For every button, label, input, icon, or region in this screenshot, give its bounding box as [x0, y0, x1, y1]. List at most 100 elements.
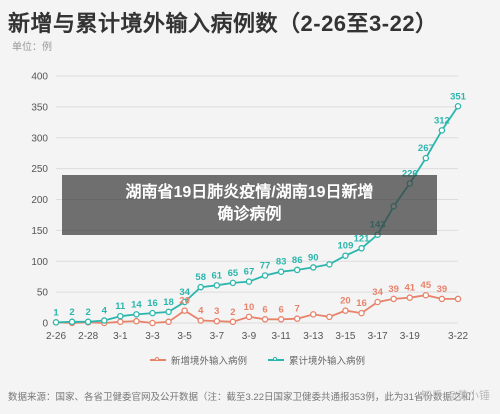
data-label: 41: [404, 283, 415, 294]
watermark: 知乎 @黄小锤: [420, 390, 490, 402]
legend-swatch-new: [150, 357, 166, 361]
data-point: [390, 295, 397, 303]
data-label: 58: [195, 272, 206, 283]
data-label: 267: [418, 143, 434, 154]
data-point: [358, 309, 365, 317]
data-label: 90: [308, 252, 319, 263]
data-point: [438, 127, 446, 134]
data-point: [422, 291, 430, 299]
overlay-banner: 湖南省19日肺炎疫情/湖南19日新增 确诊病例: [62, 175, 437, 235]
data-point: [245, 313, 253, 321]
data-label: 61: [212, 270, 223, 281]
data-point: [438, 295, 446, 303]
legend-label-cumulative: 累计境外输入病例: [289, 356, 366, 367]
data-point: [245, 278, 253, 285]
y-tick-label: 400: [31, 72, 48, 83]
data-label: 34: [372, 287, 383, 298]
banner-line-2: 确诊病例: [217, 206, 282, 223]
chart-title: 新增与累计境外输入病例数（2-26至3-22）: [8, 11, 438, 36]
x-tick-label: 3-9: [242, 331, 257, 342]
data-point: [197, 283, 204, 291]
data-label: 77: [260, 260, 271, 271]
source-note: 数据来源：国家、各省卫健委官网及公开数据（注：截至3.22日国家卫健委共通报35…: [8, 392, 481, 403]
data-label: 18: [163, 297, 174, 308]
x-tick-label: 3-3: [145, 331, 160, 342]
data-label: 7: [295, 304, 300, 315]
data-point: [310, 264, 317, 271]
data-label: 16: [147, 298, 158, 309]
data-point: [133, 311, 140, 318]
data-point: [84, 318, 92, 326]
data-point: [261, 272, 269, 279]
data-point: [165, 318, 172, 326]
data-point: [100, 317, 108, 324]
data-label: 16: [356, 298, 367, 309]
data-label: 6: [278, 304, 283, 315]
data-point: [342, 307, 349, 314]
data-label: 312: [434, 115, 450, 126]
x-tick-label: 3-11: [271, 331, 291, 342]
x-tick-label: 3-7: [210, 331, 225, 342]
x-axis: 2-26 2-28 3-1 3-3 3-5 3-7 3-9 3-11 3-13 3-15 3-17 3…: [46, 331, 468, 342]
data-label: 121: [354, 233, 371, 244]
data-label: 20: [179, 296, 190, 307]
y-axis: 0 50 100 150 200 250 300 350 400: [31, 72, 48, 330]
x-tick-label: 2-28: [78, 331, 98, 342]
data-point: [181, 307, 188, 314]
data-label: 20: [340, 296, 351, 307]
data-point: [68, 318, 76, 326]
data-point: [261, 316, 269, 323]
data-label: 86: [292, 255, 303, 266]
y-tick-label: 50: [37, 288, 49, 299]
data-point: [326, 261, 333, 268]
x-tick-label: 3-17: [368, 331, 388, 342]
y-tick-label: 150: [31, 226, 48, 237]
data-label: 2: [86, 307, 91, 318]
data-label: 4: [102, 306, 108, 317]
data-label: 83: [276, 257, 287, 268]
data-label: 14: [131, 299, 142, 310]
y-tick-label: 300: [31, 133, 48, 144]
data-point: [52, 319, 60, 326]
y-tick-label: 100: [31, 257, 48, 268]
x-tick-label: 3-13: [303, 331, 323, 342]
data-label: 34: [179, 287, 190, 298]
data-point: [374, 298, 381, 306]
data-point: [181, 298, 188, 306]
legend-item-new: 新增境外输入病例: [150, 353, 247, 367]
data-point: [197, 317, 204, 324]
data-point: [358, 245, 365, 252]
data-point: [149, 319, 156, 327]
data-point: [293, 315, 301, 322]
data-label: 4: [198, 306, 204, 317]
x-tick-label: 2-26: [46, 331, 66, 342]
data-point: [406, 294, 414, 301]
data-label: 226: [402, 168, 418, 179]
data-point: [310, 311, 317, 318]
data-point: [117, 312, 124, 320]
data-point: [213, 317, 221, 325]
data-label: 351: [450, 91, 467, 102]
data-point: [342, 252, 349, 259]
data-label: 10: [244, 302, 255, 313]
data-point: [117, 318, 124, 326]
series-points: [52, 103, 462, 327]
data-label: 109: [338, 241, 354, 252]
data-label: 45: [421, 280, 432, 291]
data-label: 11: [115, 301, 126, 312]
data-label: 1: [53, 307, 59, 318]
data-label: 65: [228, 268, 239, 279]
legend-swatch-cumulative: [268, 357, 284, 361]
data-point: [165, 308, 172, 316]
y-tick-label: 0: [42, 319, 48, 330]
data-label: 67: [244, 267, 255, 278]
y-tick-label: 350: [31, 102, 48, 113]
x-tick-label: 3-15: [335, 331, 355, 342]
data-point: [454, 295, 462, 303]
data-point: [422, 154, 430, 162]
y-tick-label: 200: [31, 195, 48, 206]
data-point: [454, 103, 462, 110]
data-label: 2: [69, 307, 74, 318]
